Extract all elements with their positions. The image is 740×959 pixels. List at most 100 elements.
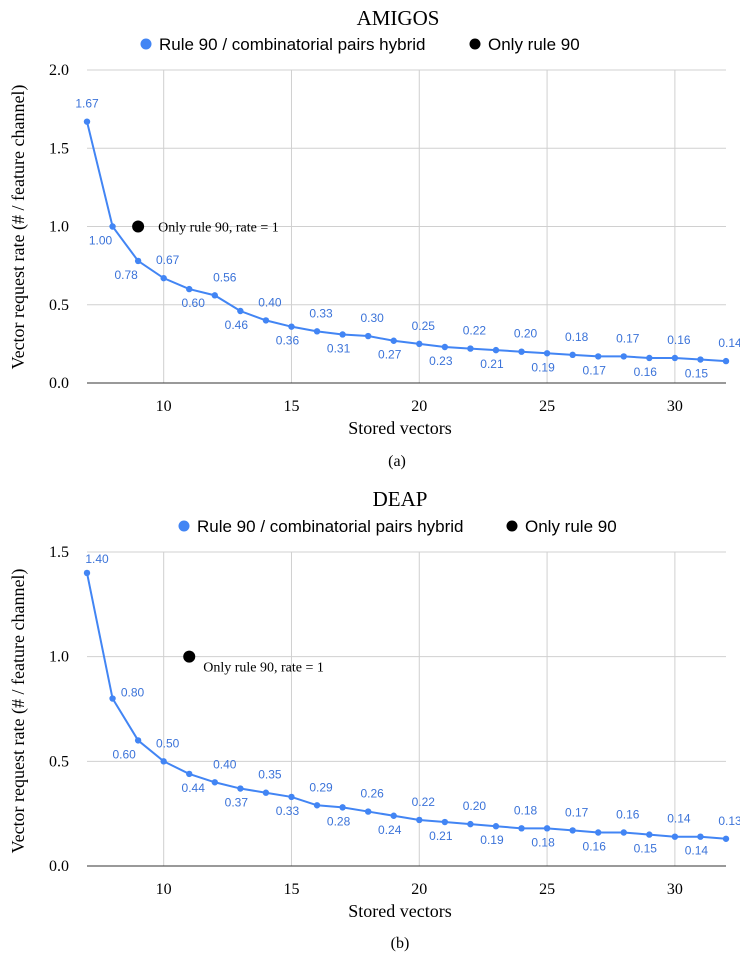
- data-point: [646, 831, 653, 838]
- data-point: [518, 825, 525, 832]
- data-point: [569, 827, 576, 834]
- data-point: [543, 350, 551, 357]
- data-label: 0.15: [634, 842, 658, 856]
- data-label: 0.29: [309, 780, 333, 794]
- data-point: [492, 346, 500, 354]
- data-point: [364, 808, 372, 815]
- data-point: [237, 307, 244, 315]
- legend: Rule 90 / combinatorial pairs hybrid Onl…: [178, 517, 617, 536]
- data-label: 0.14: [718, 336, 740, 350]
- data-label: 0.16: [667, 333, 691, 347]
- data-point: [83, 569, 91, 577]
- data-label: 0.40: [213, 757, 237, 771]
- data-point: [697, 833, 704, 840]
- data-point: [288, 793, 295, 801]
- data-point: [160, 758, 167, 765]
- data-label: 0.18: [514, 803, 538, 817]
- data-point: [620, 353, 627, 360]
- data-point: [441, 818, 449, 826]
- data-label: 0.17: [616, 331, 640, 345]
- legend-marker-only-rule90: [506, 520, 518, 532]
- y-axis-ticks: 0.0 0.5 1.0 1.5: [49, 544, 69, 875]
- data-label: 0.36: [276, 334, 300, 348]
- data-label: 0.28: [327, 814, 351, 828]
- data-label: 0.27: [378, 348, 402, 362]
- data-label: 0.44: [182, 781, 206, 795]
- y-tick-label: 0.0: [49, 858, 69, 875]
- legend-marker-hybrid: [140, 38, 152, 50]
- data-label: 0.21: [429, 829, 453, 843]
- data-point: [109, 695, 116, 702]
- data-point: [262, 317, 270, 324]
- data-label: 0.22: [412, 795, 436, 809]
- data-label: 0.18: [531, 835, 555, 849]
- x-tick-label: 15: [283, 881, 299, 898]
- only-rule90-annotation: Only rule 90, rate = 1: [203, 661, 324, 676]
- data-label: 1.00: [89, 234, 113, 248]
- legend-label-only-rule90: Only rule 90: [525, 517, 617, 536]
- data-point: [390, 337, 397, 344]
- data-point: [722, 357, 730, 365]
- series-points: [83, 569, 730, 842]
- data-point: [646, 354, 653, 362]
- data-label: 1.67: [75, 97, 99, 111]
- x-tick-label: 30: [667, 398, 683, 415]
- data-label: 0.16: [583, 840, 607, 854]
- y-axis-ticks: 0.0 0.5 1.0 1.5 2.0: [49, 62, 69, 392]
- y-tick-label: 0.0: [49, 375, 69, 392]
- data-point: [671, 354, 679, 362]
- data-point: [595, 829, 602, 836]
- data-point: [160, 274, 167, 282]
- data-point: [313, 802, 321, 809]
- y-tick-label: 1.0: [49, 649, 69, 666]
- data-label: 1.40: [85, 552, 109, 566]
- data-label: 0.17: [583, 363, 607, 377]
- data-point: [237, 785, 244, 792]
- x-tick-label: 20: [411, 398, 427, 415]
- data-label: 0.26: [360, 787, 384, 801]
- data-point: [467, 820, 474, 828]
- data-label: 0.16: [634, 365, 658, 379]
- x-axis-ticks: 10 15 20 25 30: [156, 398, 683, 415]
- data-label: 0.19: [531, 360, 555, 374]
- y-axis-label: Vector request rate (# / feature channel…: [8, 85, 29, 370]
- data-point: [595, 353, 602, 360]
- only-rule90-point: [132, 220, 145, 233]
- y-tick-label: 1.5: [49, 140, 69, 157]
- data-point: [339, 804, 346, 811]
- x-tick-label: 20: [411, 881, 427, 898]
- data-label: 0.14: [667, 812, 691, 826]
- data-label: 0.15: [685, 367, 709, 381]
- data-label: 0.18: [565, 330, 589, 344]
- gridlines: [87, 69, 726, 383]
- only-rule90-point: [183, 650, 196, 663]
- data-label: 0.31: [327, 341, 351, 355]
- data-point: [569, 351, 576, 359]
- legend-marker-only-rule90: [469, 38, 481, 50]
- x-axis-ticks: 10 15 20 25 30: [156, 881, 683, 898]
- data-point: [109, 223, 116, 230]
- data-label: 0.78: [114, 268, 138, 282]
- data-point: [467, 345, 474, 352]
- data-point: [186, 770, 193, 778]
- legend-label-only-rule90: Only rule 90: [488, 35, 580, 54]
- x-tick-label: 10: [156, 398, 172, 415]
- data-point: [518, 348, 525, 355]
- data-point: [211, 779, 218, 786]
- data-point: [697, 356, 704, 363]
- data-label: 0.23: [429, 354, 453, 368]
- data-point: [416, 340, 423, 348]
- data-point: [543, 825, 551, 832]
- y-tick-label: 0.5: [49, 753, 69, 770]
- y-tick-label: 0.5: [49, 297, 69, 314]
- x-tick-label: 25: [539, 398, 555, 415]
- data-label: 0.80: [121, 686, 145, 700]
- data-point: [671, 833, 679, 840]
- data-label: 0.24: [378, 823, 402, 837]
- data-point: [211, 292, 218, 299]
- legend-label-hybrid: Rule 90 / combinatorial pairs hybrid: [159, 35, 425, 54]
- data-label: 0.37: [225, 796, 249, 810]
- data-point: [620, 829, 627, 836]
- data-label: 0.19: [480, 833, 504, 847]
- data-point: [441, 343, 449, 351]
